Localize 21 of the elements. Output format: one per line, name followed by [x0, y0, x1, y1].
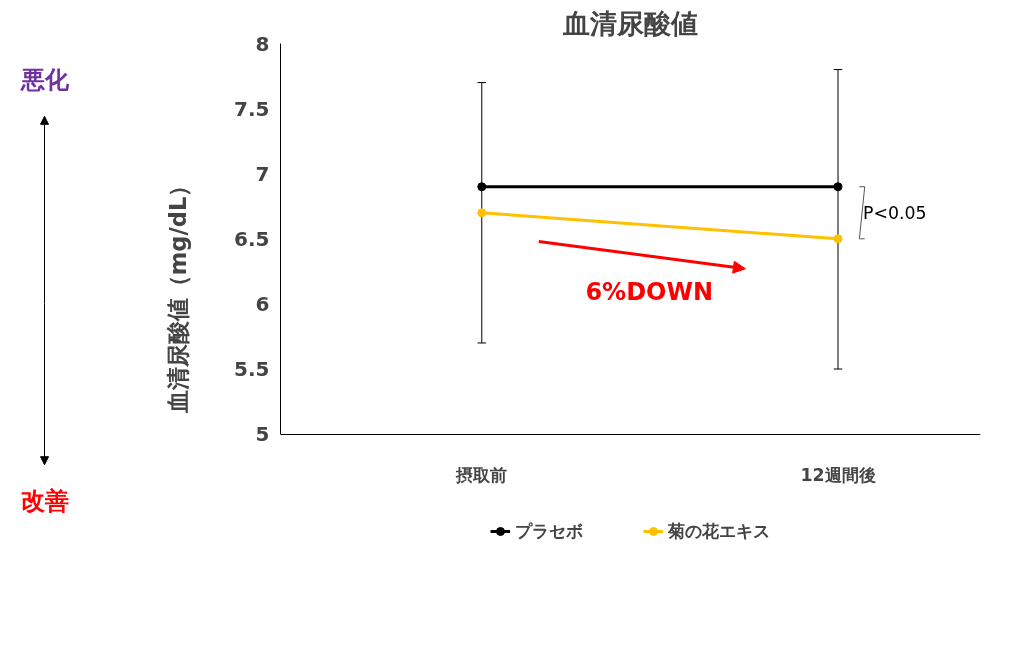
y-tick-label: 7.5	[234, 96, 270, 121]
y-tick-label: 8	[255, 31, 270, 56]
y-tick-label: 7	[255, 161, 270, 186]
point	[833, 234, 843, 244]
legend-label: プラセボ	[515, 520, 583, 543]
y-tick-label: 6.5	[234, 226, 270, 251]
text: 改善	[20, 487, 69, 516]
text: 悪化	[19, 65, 70, 94]
point	[477, 208, 487, 218]
x-tick-label: 摂取前	[455, 465, 508, 486]
y-tick-label: 5	[255, 422, 270, 447]
y-axis-title: 血清尿酸値（mg/dL）	[165, 173, 192, 415]
x-tick-label: 12週間後	[800, 465, 876, 486]
chart-title: 血清尿酸値	[562, 7, 698, 39]
annotation: 6%DOWN	[585, 278, 714, 307]
y-tick-label: 6	[255, 291, 270, 316]
point	[833, 182, 843, 192]
annotation: P<0.05	[862, 202, 927, 223]
point	[477, 182, 487, 192]
y-tick-label: 5.5	[234, 357, 270, 382]
legend-label: 菊の花エキス	[668, 520, 770, 543]
